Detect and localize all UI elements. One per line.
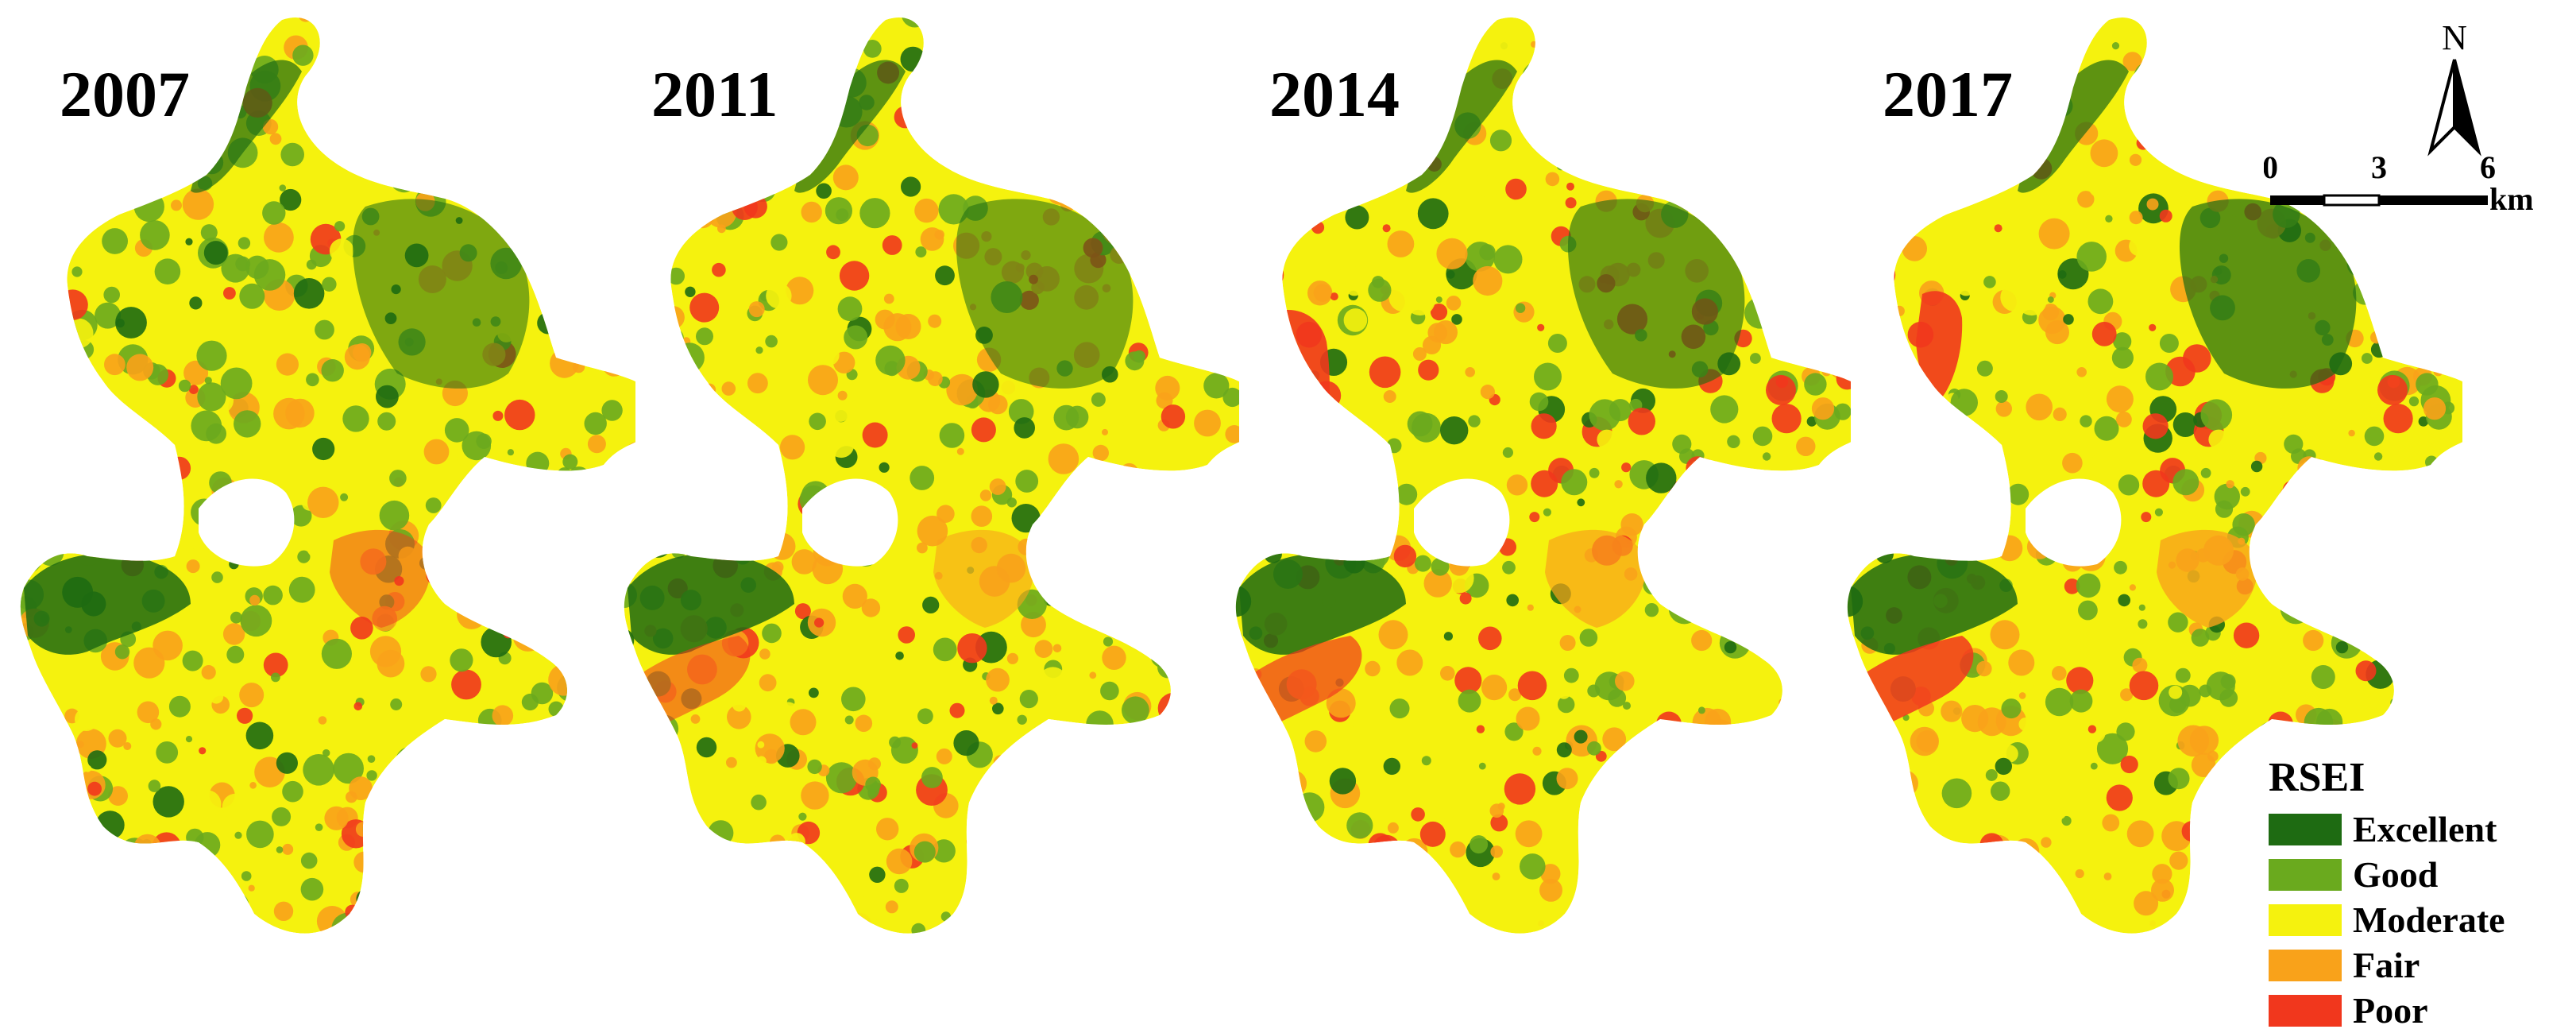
year-label-2014: 2014: [1269, 58, 1400, 130]
legend-title: RSEI: [2269, 755, 2366, 800]
year-label-2007: 2007: [60, 58, 190, 130]
legend-item-moderate: Moderate: [2269, 897, 2505, 942]
legend-swatch: [2269, 949, 2342, 981]
scale-tick-0: 0: [2264, 151, 2278, 185]
map-panel-2011: [624, 17, 1239, 934]
legend-item-excellent: Excellent: [2269, 807, 2505, 852]
map-panel-2014: [1235, 17, 1851, 934]
year-label-2011: 2011: [651, 58, 778, 130]
legend-swatch: [2269, 903, 2342, 936]
scale-unit: km: [2489, 181, 2534, 215]
legend-label: Moderate: [2353, 899, 2505, 940]
legend-label: Poor: [2353, 989, 2428, 1031]
legend-label: Fair: [2353, 944, 2420, 985]
north-arrow-icon: N: [2427, 18, 2481, 157]
map-panel-2007: [20, 17, 635, 934]
scale-tick-3: 3: [2371, 151, 2387, 185]
legend-swatch: [2269, 813, 2342, 845]
legend-swatch: [2269, 994, 2342, 1027]
legend-item-fair: Fair: [2269, 942, 2505, 988]
legend-item-good: Good: [2269, 852, 2505, 897]
map-panel-2017: [1847, 17, 2462, 934]
legend-item-poor: Poor: [2269, 988, 2505, 1033]
scale-bar: 0 3 6 km: [2264, 151, 2534, 215]
scale-tick-6: 6: [2480, 151, 2496, 185]
legend-label: Excellent: [2353, 808, 2497, 849]
year-label-2017: 2017: [1883, 58, 2013, 130]
legend: RSEI Excellent Good Moderate Fair Poor: [2269, 757, 2505, 1033]
north-label: N: [2442, 18, 2467, 57]
legend-label: Good: [2353, 853, 2439, 895]
legend-swatch: [2269, 858, 2342, 891]
